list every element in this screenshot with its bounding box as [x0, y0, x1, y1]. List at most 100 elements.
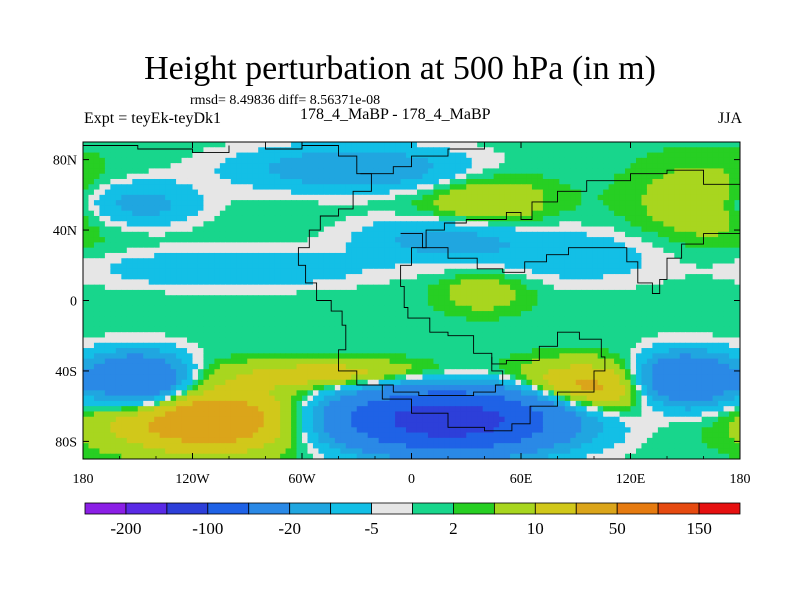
- field-cell: [274, 263, 281, 270]
- field-cell: [285, 168, 292, 175]
- field-cell: [504, 226, 511, 233]
- field-cell: [630, 242, 637, 249]
- field-cell: [384, 279, 391, 286]
- field-cell: [378, 194, 385, 201]
- field-cell: [482, 178, 489, 185]
- field-cell: [553, 147, 560, 154]
- field-cell: [225, 348, 232, 354]
- field-cell: [274, 247, 281, 254]
- field-cell: [707, 258, 714, 265]
- field-cell: [110, 163, 117, 170]
- field-cell: [603, 295, 610, 302]
- field-cell: [165, 200, 172, 206]
- field-cell: [668, 316, 675, 323]
- field-cell: [274, 147, 281, 154]
- field-cell: [329, 226, 336, 233]
- field-cell: [488, 326, 495, 333]
- field-cell: [307, 163, 314, 170]
- field-cell: [411, 231, 418, 238]
- field-cell: [712, 168, 719, 175]
- field-cell: [646, 178, 653, 185]
- field-cell: [197, 163, 205, 170]
- field-cell: [510, 184, 517, 191]
- field-cell: [159, 258, 166, 265]
- field-cell: [406, 142, 413, 148]
- field-cell: [296, 348, 303, 354]
- field-cell: [115, 337, 122, 344]
- field-cell: [625, 147, 632, 154]
- field-cell: [197, 242, 205, 249]
- field-cell: [564, 231, 571, 238]
- field-cell: [679, 284, 686, 291]
- field-cell: [351, 194, 358, 201]
- field-cell: [285, 305, 292, 312]
- field-cell: [597, 157, 604, 164]
- field-cell: [696, 247, 703, 254]
- field-cell: [734, 268, 740, 275]
- field-cell: [729, 142, 736, 148]
- field-cell: [608, 263, 615, 270]
- field-cell: [137, 348, 144, 354]
- field-cell: [252, 247, 259, 254]
- field-cell: [83, 147, 90, 154]
- field-cell: [581, 284, 588, 291]
- field-cell: [570, 247, 577, 254]
- field-cell: [83, 173, 90, 180]
- field-cell: [674, 237, 681, 243]
- field-cell: [263, 237, 270, 243]
- field-cell: [444, 242, 451, 249]
- field-cell: [521, 252, 528, 259]
- field-cell: [433, 226, 440, 233]
- field-cell: [291, 147, 298, 154]
- field-cell: [455, 358, 462, 365]
- field-cell: [192, 189, 199, 196]
- field-cell: [433, 178, 440, 185]
- field-cell: [159, 173, 166, 180]
- field-cell: [351, 142, 358, 148]
- field-cell: [559, 168, 566, 175]
- field-cell: [696, 168, 703, 175]
- field-cell: [548, 147, 555, 154]
- field-cell: [416, 305, 424, 312]
- field-cell: [690, 311, 697, 317]
- field-cell: [291, 332, 298, 339]
- field-cell: [329, 205, 336, 212]
- field-cell: [88, 205, 95, 212]
- field-cell: [345, 231, 352, 238]
- field-cell: [548, 348, 555, 354]
- field-cell: [170, 332, 177, 339]
- field-cell: [323, 332, 330, 339]
- field-cell: [608, 200, 615, 206]
- field-cell: [685, 337, 692, 344]
- field-cell: [187, 231, 194, 238]
- field-cell: [427, 289, 434, 296]
- field-cell: [400, 184, 407, 191]
- field-cell: [504, 342, 511, 349]
- field-cell: [340, 332, 347, 339]
- field-cell: [83, 284, 90, 291]
- field-cell: [406, 242, 413, 249]
- field-cell: [362, 289, 369, 296]
- field-cell: [641, 311, 648, 317]
- field-cell: [170, 152, 177, 159]
- field-cell: [351, 263, 358, 270]
- field-cell: [493, 215, 500, 222]
- field-cell: [187, 247, 194, 254]
- field-cell: [510, 168, 517, 175]
- field-cell: [433, 184, 440, 191]
- field-cell: [165, 237, 172, 243]
- field-cell: [504, 200, 511, 206]
- field-cell: [597, 284, 604, 291]
- field-cell: [559, 289, 566, 296]
- field-cell: [340, 342, 347, 349]
- field-cell: [83, 348, 90, 354]
- field-cell: [115, 305, 122, 312]
- field-cell: [192, 205, 199, 212]
- field-cell: [438, 168, 445, 175]
- field-cell: [625, 353, 632, 360]
- field-cell: [225, 237, 232, 243]
- field-cell: [712, 252, 719, 259]
- field-cell: [444, 353, 451, 360]
- field-cell: [395, 284, 402, 291]
- field-cell: [356, 194, 363, 201]
